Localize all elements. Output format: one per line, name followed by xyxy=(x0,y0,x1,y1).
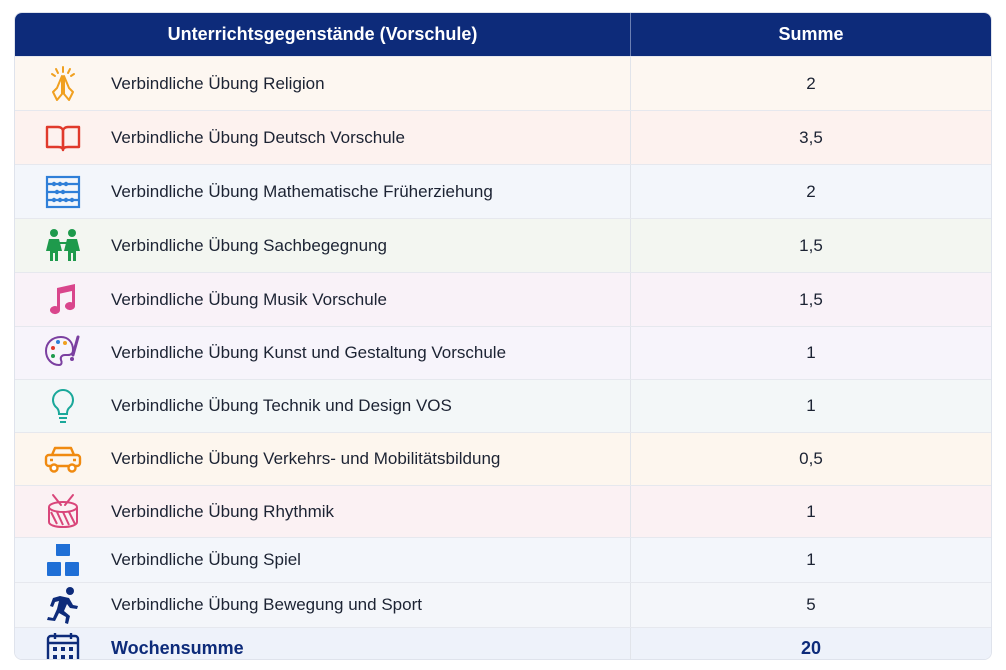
table-row: Verbindliche Übung Sachbegegnung 1,5 xyxy=(15,218,991,272)
table-row: Verbindliche Übung Mathematische Früherz… xyxy=(15,164,991,218)
praying-hands-icon xyxy=(15,64,111,104)
subject-label: Verbindliche Übung Musik Vorschule xyxy=(111,273,631,326)
book-icon xyxy=(15,118,111,158)
header-sum: Summe xyxy=(778,24,844,44)
music-note-icon xyxy=(15,280,111,320)
total-value: 20 xyxy=(800,638,822,658)
subject-sum: 5 xyxy=(806,595,816,614)
subject-label: Verbindliche Übung Sachbegegnung xyxy=(111,219,631,272)
header-subject: Unterrichtsgegenstände (Vorschule) xyxy=(15,13,631,56)
subject-label: Verbindliche Übung Technik und Design VO… xyxy=(111,380,631,432)
table-row: Verbindliche Übung Musik Vorschule 1,5 xyxy=(15,272,991,326)
subject-sum: 1 xyxy=(806,396,816,415)
table-row: Verbindliche Übung Bewegung und Sport 5 xyxy=(15,582,991,627)
palette-icon xyxy=(15,333,111,373)
table-row: Verbindliche Übung Deutsch Vorschule 3,5 xyxy=(15,110,991,164)
subject-sum: 1 xyxy=(806,501,816,521)
subject-sum: 1 xyxy=(806,343,816,362)
children-icon xyxy=(15,226,111,266)
table-row: Verbindliche Übung Religion 2 xyxy=(15,56,991,110)
car-icon xyxy=(15,439,111,479)
table-row: Verbindliche Übung Spiel 1 xyxy=(15,537,991,582)
table-row: Verbindliche Übung Technik und Design VO… xyxy=(15,379,991,432)
subjects-table: Unterrichtsgegenstände (Vorschule) Summe… xyxy=(14,12,992,660)
subject-sum: 2 xyxy=(806,73,816,93)
subject-sum: 3,5 xyxy=(799,127,823,147)
table-header: Unterrichtsgegenstände (Vorschule) Summe xyxy=(15,13,991,56)
subject-label: Verbindliche Übung Verkehrs- und Mobilit… xyxy=(111,433,631,485)
subject-label: Verbindliche Übung Rhythmik xyxy=(111,486,631,537)
subject-sum: 1,5 xyxy=(799,235,823,255)
subject-sum: 0,5 xyxy=(799,449,823,468)
subject-sum: 2 xyxy=(806,181,816,201)
lightbulb-icon xyxy=(15,386,111,426)
subject-label: Verbindliche Übung Religion xyxy=(111,57,631,110)
runner-icon xyxy=(15,585,111,625)
abacus-icon xyxy=(15,172,111,212)
table-body: Verbindliche Übung Religion 2 Verbindliche… xyxy=(15,56,991,659)
subject-label: Verbindliche Übung Kunst und Gestaltung … xyxy=(111,327,631,379)
blocks-icon xyxy=(15,540,111,580)
total-row: Wochensumme 20 xyxy=(15,627,991,659)
table-row: Verbindliche Übung Kunst und Gestaltung … xyxy=(15,326,991,379)
subject-label: Verbindliche Übung Mathematische Früherz… xyxy=(111,165,631,218)
subject-sum: 1 xyxy=(806,550,816,569)
subject-label: Verbindliche Übung Spiel xyxy=(111,538,631,582)
drum-icon xyxy=(15,492,111,532)
total-label: Wochensumme xyxy=(111,628,631,659)
table-row: Verbindliche Übung Verkehrs- und Mobilit… xyxy=(15,432,991,485)
table-row: Verbindliche Übung Rhythmik 1 xyxy=(15,485,991,537)
subject-label: Verbindliche Übung Bewegung und Sport xyxy=(111,583,631,627)
subject-sum: 1,5 xyxy=(799,289,823,309)
calendar-icon xyxy=(15,629,111,659)
subject-label: Verbindliche Übung Deutsch Vorschule xyxy=(111,111,631,164)
